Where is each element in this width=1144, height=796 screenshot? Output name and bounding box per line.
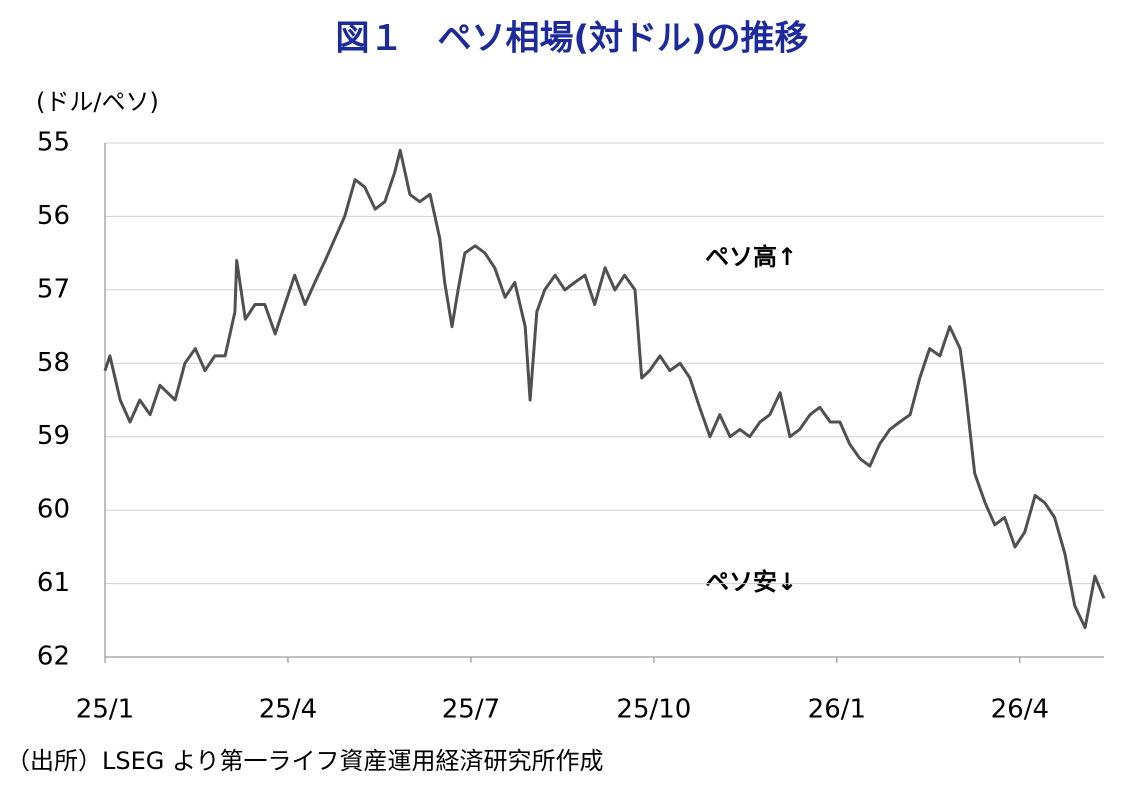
y-tick-label: 55 <box>37 128 70 158</box>
annotation: ペソ安↓ <box>705 568 797 596</box>
x-tick-label: 25/1 <box>76 695 134 725</box>
y-tick-label: 60 <box>37 495 70 525</box>
data-line <box>103 148 1106 630</box>
annotation: ペソ高↑ <box>705 243 797 271</box>
y-axis-label: (ドル/ペソ) <box>36 88 159 116</box>
y-tick-label: 59 <box>37 421 70 451</box>
y-tick-label: 61 <box>37 568 70 598</box>
x-tick-label: 25/4 <box>259 695 317 725</box>
x-tick-label: 26/1 <box>808 695 866 725</box>
chart-title: 図１ ペソ相場(対ドル)の推移 <box>335 19 808 59</box>
x-tick-label: 26/4 <box>991 695 1049 725</box>
y-tick-label: 58 <box>37 348 70 378</box>
x-tick-label: 25/10 <box>616 695 691 725</box>
y-tick-label: 62 <box>37 642 70 672</box>
y-tick-label: 57 <box>37 274 70 304</box>
source-note: （出所）LSEG より第一ライフ資産運用経済研究所作成 <box>6 747 604 775</box>
y-tick-label: 56 <box>37 201 70 231</box>
x-tick-label: 25/7 <box>442 695 500 725</box>
